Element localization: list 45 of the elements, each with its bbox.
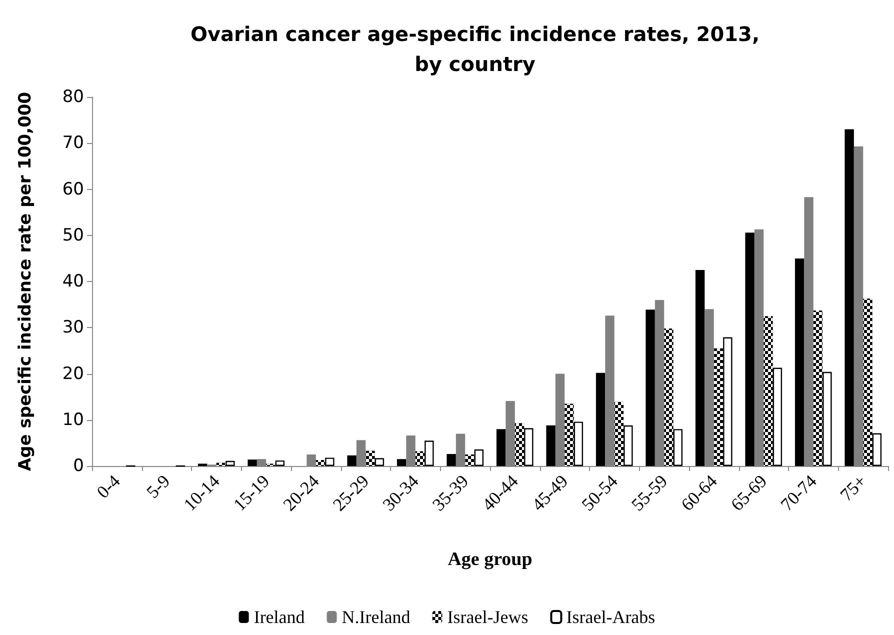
bar	[424, 440, 434, 466]
y-tick-label: 40	[62, 272, 84, 292]
bar	[446, 454, 456, 466]
x-tick-label: 0-4	[92, 470, 124, 502]
bar	[374, 458, 384, 466]
y-tick-label: 30	[62, 318, 84, 338]
bar	[772, 368, 782, 466]
x-tick-label: 75+	[836, 470, 870, 505]
bar	[596, 372, 606, 466]
bar	[496, 429, 506, 466]
bar	[248, 460, 257, 466]
bar	[723, 337, 732, 466]
y-tick-label: 10	[62, 410, 84, 430]
y-tick-label: 70	[62, 133, 84, 154]
bar	[546, 425, 556, 466]
bar	[226, 460, 235, 466]
bar	[872, 433, 882, 466]
bar	[745, 232, 754, 466]
bar	[275, 460, 285, 466]
legend-label: N.Ireland	[342, 607, 410, 627]
bar	[673, 429, 683, 466]
legend-label: Ireland	[254, 607, 305, 627]
bar	[695, 270, 705, 466]
y-axis-title: Age specific incidence rate per 100,000	[16, 92, 36, 472]
bar	[396, 459, 406, 466]
bar	[524, 428, 534, 466]
bar	[474, 449, 484, 466]
x-tick-label: 5-9	[142, 470, 174, 502]
bar	[822, 372, 832, 466]
y-tick-label: 20	[62, 364, 84, 384]
bar	[325, 458, 334, 466]
bar	[844, 129, 854, 466]
legend-label: Israel-Arabs	[566, 607, 656, 627]
bar	[574, 422, 584, 466]
bar	[794, 258, 804, 466]
y-tick-label: 60	[62, 179, 84, 200]
y-tick-label: 50	[62, 225, 84, 246]
bar	[624, 425, 633, 466]
bar	[347, 455, 356, 466]
chart-title: Ovarian cancer age-specific incidence rates, 2013, by country	[190, 22, 760, 76]
bar	[646, 310, 655, 466]
legend-label: Israel-Jews	[447, 607, 528, 627]
y-tick-label: 0	[73, 456, 84, 476]
x-axis-title: Age group	[448, 549, 532, 570]
y-tick-label: 80	[62, 87, 84, 107]
